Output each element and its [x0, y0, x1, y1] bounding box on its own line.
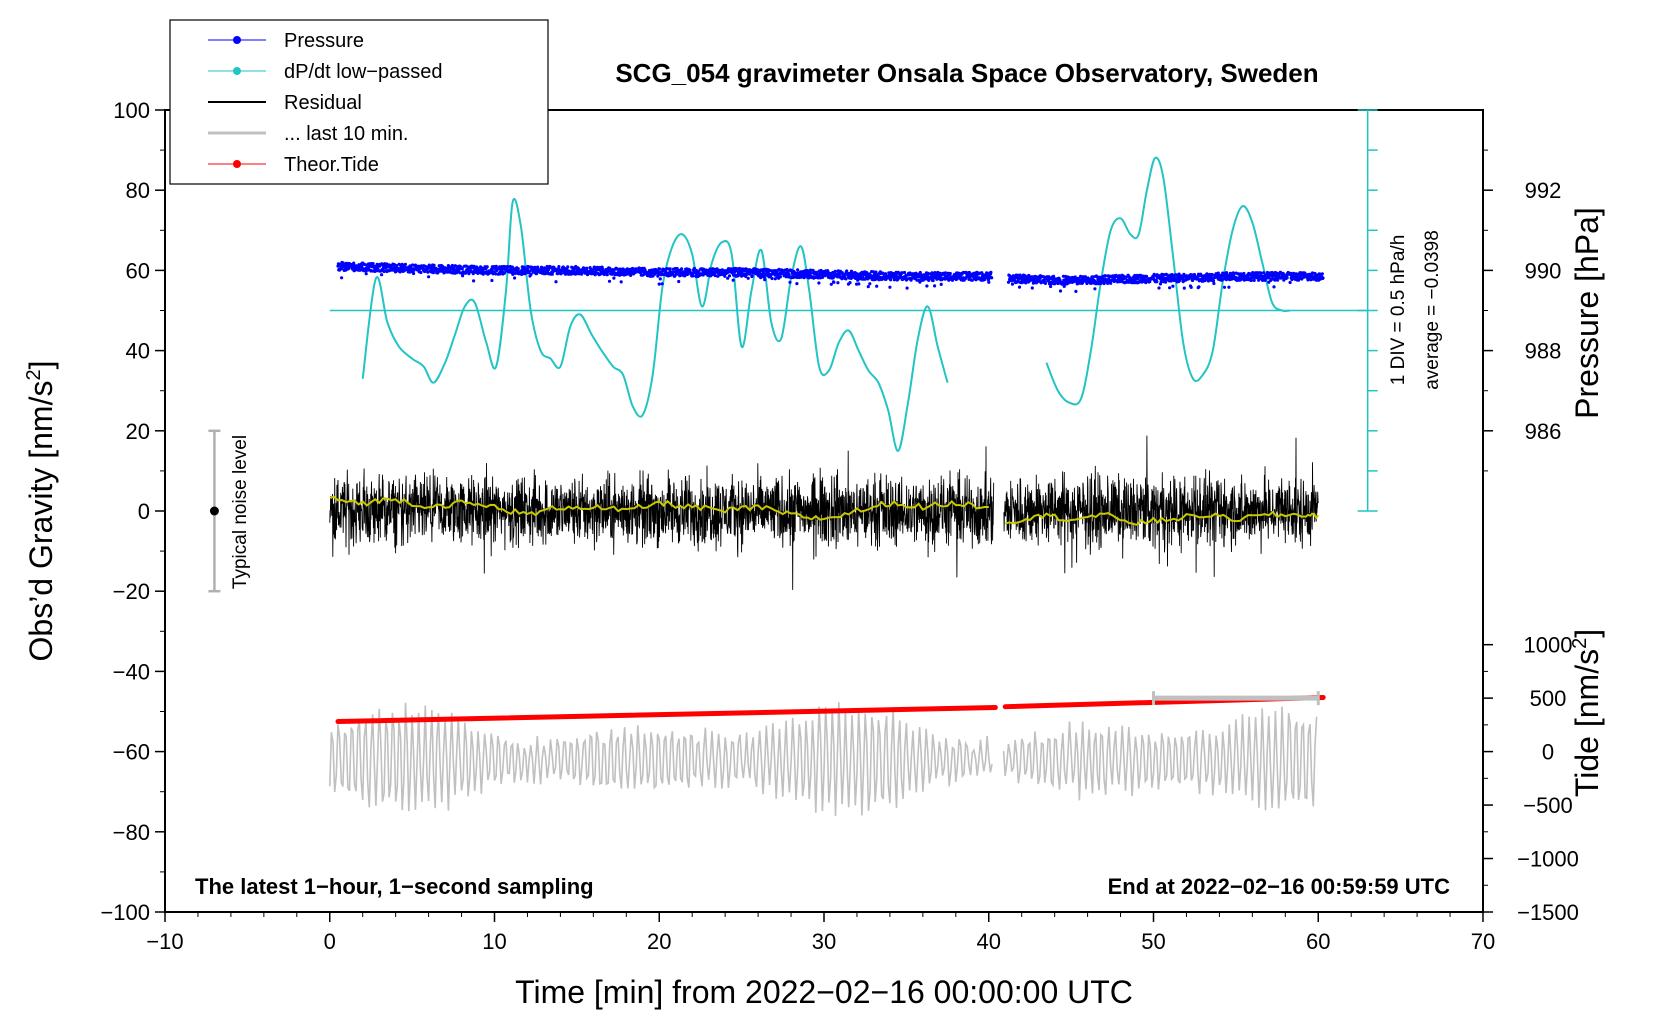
y-tide-tick-label: 1000 — [1524, 633, 1573, 658]
residual-series — [329, 435, 1319, 590]
x-axis: −10 0 10 20 30 40 50 60 70 — [146, 912, 1495, 954]
legend-dot-dpdt — [233, 67, 241, 75]
x-tick-label: 70 — [1471, 929, 1495, 954]
legend-entry-pressure: Pressure — [208, 30, 364, 52]
y-pressure-tick-label: 992 — [1525, 178, 1562, 203]
dpdt-scale-bar — [1357, 109, 1378, 512]
y-left-tick-label: −100 — [100, 900, 150, 925]
y-axis-tide-title-close: ] — [1569, 629, 1605, 638]
y-tide-tick-label: 500 — [1530, 686, 1567, 711]
y-axis-left-title-close: ] — [23, 361, 59, 370]
x-tick-label: 0 — [324, 929, 336, 954]
legend-label-last10: ... last 10 min. — [284, 123, 409, 145]
y-left-tick-label: −80 — [113, 820, 150, 845]
x-tick-label: 10 — [482, 929, 506, 954]
legend-label-dpdt: dP/dt low−passed — [284, 61, 442, 83]
y-tide-tick-label: −1500 — [1517, 900, 1579, 925]
legend-entry-tide: Theor.Tide — [208, 154, 379, 176]
chart-title: SCG_054 gravimeter Onsala Space Observat… — [615, 58, 1318, 88]
y-left-tick-label: −60 — [113, 740, 150, 765]
last-10-min-series — [329, 702, 1318, 817]
y-axis-tide-title-main: Tide [nm/s — [1569, 649, 1605, 797]
dpdt-average-label: average = −0.0398 — [1422, 230, 1443, 390]
y-axis-tide-title-sup: 2 — [1569, 638, 1591, 649]
y-pressure-tick-label: 986 — [1525, 419, 1562, 444]
y-pressure-tick-label: 988 — [1525, 339, 1562, 364]
legend-entry-last10: ... last 10 min. — [208, 123, 409, 145]
y-axis-left: 100 80 60 40 20 0 −20 −40 −60 −80 −100 — [100, 98, 165, 925]
noise-level-label: Typical noise level — [230, 435, 251, 589]
legend-label-tide: Theor.Tide — [284, 154, 379, 176]
legend-entry-residual: Residual — [208, 92, 362, 114]
pressure-dots — [1006, 270, 1325, 293]
x-tick-label: 30 — [812, 929, 836, 954]
last-10-min-line — [1002, 706, 1318, 811]
residual-smoothed-series — [329, 495, 1320, 526]
y-axis-pressure-title: Pressure [hPa] — [1569, 207, 1605, 419]
y-left-tick-label: 40 — [126, 339, 150, 364]
y-left-tick-label: 0 — [138, 499, 150, 524]
theor-tide-series — [335, 694, 1326, 725]
y-left-tick-label: −20 — [113, 579, 150, 604]
legend-label-pressure: Pressure — [284, 30, 364, 52]
pressure-dots — [336, 260, 994, 290]
y-pressure-tick-label: 990 — [1525, 258, 1562, 283]
legend-dot-tide — [233, 160, 241, 168]
y-axis-left-title-main: Obs’d Gravity [nm/s — [23, 381, 59, 662]
y-axis-left-title: Obs’d Gravity [nm/s2] — [23, 361, 59, 662]
legend-dot-pressure — [233, 36, 241, 44]
y-left-tick-label: −40 — [113, 659, 150, 684]
y-axis-pressure: 992 990 988 986 — [1483, 149, 1562, 472]
y-axis-left-title-sup: 2 — [23, 369, 45, 380]
legend: Pressure dP/dt low−passed Residual ... l… — [169, 19, 549, 185]
noise-bar-center-dot — [209, 506, 219, 516]
y-left-tick-label: 80 — [126, 178, 150, 203]
legend-label-residual: Residual — [284, 92, 362, 114]
dpdt-scale-label: 1 DIV = 0.5 hPa/h — [1388, 235, 1409, 386]
legend-entry-dpdt: dP/dt low−passed — [208, 61, 442, 83]
dpdt-series — [329, 156, 1368, 452]
x-tick-label: 20 — [647, 929, 671, 954]
y-tide-tick-label: 0 — [1542, 740, 1554, 765]
y-axis-tide: 1000 500 0 −500 −1000 −1500 — [1483, 633, 1579, 925]
note-bottom-right: End at 2022−02−16 00:59:59 UTC — [1108, 874, 1451, 899]
y-left-tick-label: 100 — [113, 98, 150, 123]
y-tide-tick-label: −1000 — [1517, 847, 1579, 872]
x-tick-label: 50 — [1141, 929, 1165, 954]
x-tick-label: 40 — [977, 929, 1001, 954]
last-10-min-line — [329, 702, 993, 817]
note-bottom-left: The latest 1−hour, 1−second sampling — [195, 874, 594, 899]
residual-line — [329, 446, 995, 590]
theor-tide-line — [335, 704, 998, 725]
x-tick-label: 60 — [1306, 929, 1330, 954]
residual-line — [1003, 435, 1319, 577]
pressure-series — [336, 260, 1325, 293]
dpdt-line — [1045, 156, 1291, 406]
y-tide-tick-label: −500 — [1523, 793, 1573, 818]
x-axis-title: Time [min] from 2022−02−16 00:00:00 UTC — [515, 974, 1133, 1010]
y-axis-tide-title: Tide [nm/s2] — [1569, 629, 1605, 797]
last-10-min-bar — [1152, 691, 1320, 706]
x-tick-label: −10 — [146, 929, 183, 954]
dpdt-line — [361, 197, 949, 452]
noise-level-bar — [208, 429, 221, 593]
y-left-tick-label: 20 — [126, 419, 150, 444]
residual-smoothed-line — [329, 495, 989, 521]
residual-smoothed-line — [1004, 510, 1320, 526]
y-left-tick-label: 60 — [126, 258, 150, 283]
